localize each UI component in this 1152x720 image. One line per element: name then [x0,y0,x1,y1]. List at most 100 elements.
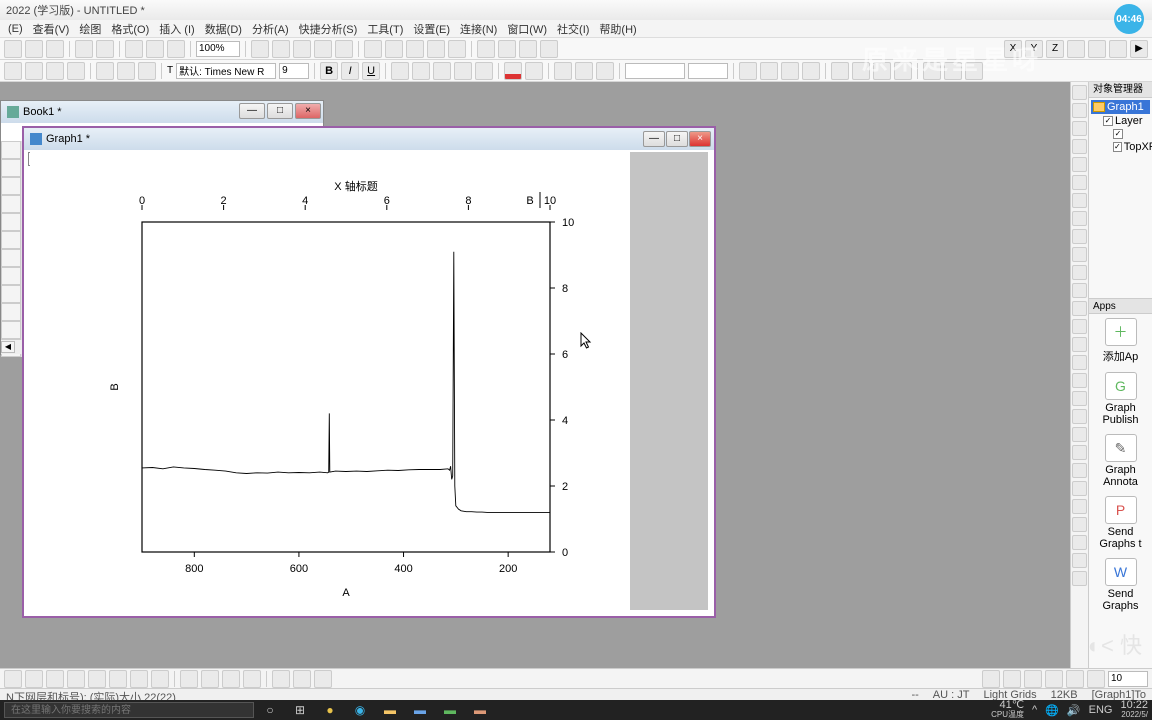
side-tool-22[interactable] [1072,481,1087,496]
side-tool-11[interactable] [1072,283,1087,298]
mask-3-button[interactable] [1024,670,1042,688]
menu-item[interactable]: 帮助(H) [595,21,640,37]
side-tool-12[interactable] [1072,301,1087,316]
new-workbook-button[interactable] [4,62,22,80]
excel-icon[interactable]: ▬ [436,701,464,719]
arrange-button-11[interactable] [965,62,983,80]
import-button[interactable] [75,40,93,58]
undo-button[interactable] [146,40,164,58]
graph-minimize-button[interactable]: — [643,131,665,147]
taskbar-search-input[interactable] [4,702,254,718]
graph-close-button[interactable]: × [689,131,711,147]
side-tool-18[interactable] [1072,409,1087,424]
plot-linesymbol-button[interactable] [46,670,64,688]
book-maximize-button[interactable]: □ [267,103,293,119]
menu-item[interactable]: (E) [4,23,27,35]
side-tool-0[interactable] [1072,85,1087,100]
plot-area-button[interactable] [109,670,127,688]
tree-item[interactable]: Graph1 [1091,100,1150,114]
print-button[interactable] [125,40,143,58]
tray-lang[interactable]: ENG [1089,704,1113,716]
arrange-button-1[interactable] [739,62,757,80]
menu-item[interactable]: 分析(A) [248,21,293,37]
arrange-button-3[interactable] [781,62,799,80]
side-tool-4[interactable] [1072,157,1087,172]
plot-vector-button[interactable] [243,670,261,688]
app-item[interactable]: ＋添加Ap [1103,318,1138,364]
plot-more-button[interactable] [314,670,332,688]
new-matrix-button[interactable] [46,62,64,80]
tool-button-4[interactable] [427,40,445,58]
new-graph-button[interactable] [25,62,43,80]
side-tool-20[interactable] [1072,445,1087,460]
plot-template-button[interactable] [293,670,311,688]
save-button[interactable] [46,40,64,58]
graph-plot-area[interactable]: X 轴标题0246810B0246810800600400200AB [30,152,708,610]
task-view-button[interactable]: ⊞ [286,701,314,719]
mask-2-button[interactable] [1003,670,1021,688]
side-tool-1[interactable] [1072,103,1087,118]
arrange-button-7[interactable] [873,62,891,80]
greek-button[interactable] [433,62,451,80]
app-item[interactable]: WSend Graphs [1091,558,1150,612]
side-tool-7[interactable] [1072,211,1087,226]
new-excel-button[interactable] [67,62,85,80]
app-item[interactable]: PSend Graphs t [1091,496,1150,550]
plot-scatter-button[interactable] [25,670,43,688]
arrange-button-2[interactable] [760,62,778,80]
tool-button-r3[interactable] [1109,40,1127,58]
arrange-button-4[interactable] [802,62,820,80]
tool-button-9[interactable] [540,40,558,58]
side-tool-17[interactable] [1072,391,1087,406]
tray-net-icon[interactable]: 🌐 [1045,704,1059,717]
weather-widget[interactable]: 41℃ CPU温度 [991,701,1024,719]
tool-button-2[interactable] [385,40,403,58]
menu-item[interactable]: 查看(V) [29,21,74,37]
tool-button-r2[interactable] [1088,40,1106,58]
side-tool-8[interactable] [1072,229,1087,244]
superscript-button[interactable] [391,62,409,80]
explorer-icon[interactable]: ▬ [376,701,404,719]
side-tool-15[interactable] [1072,355,1087,370]
mask-6-button[interactable] [1087,670,1105,688]
tray-vol-icon[interactable]: 🔊 [1067,704,1081,717]
open-button[interactable] [25,40,43,58]
side-tool-13[interactable] [1072,319,1087,334]
side-tool-25[interactable] [1072,535,1087,550]
word-icon[interactable]: ▬ [406,701,434,719]
side-tool-2[interactable] [1072,121,1087,136]
tree-item[interactable]: ✓Layer [1091,114,1150,128]
underline-button[interactable]: U [362,62,380,80]
symbol-size-input[interactable] [1108,671,1148,687]
rescale-button[interactable] [293,40,311,58]
menu-item[interactable]: 插入 (I) [155,21,198,37]
arrange-button-10[interactable] [944,62,962,80]
increase-font-button[interactable] [454,62,472,80]
line-width-select[interactable] [688,63,728,79]
scroll-left-arrow[interactable]: ◀ [1,341,15,353]
tool-button-8[interactable] [519,40,537,58]
z-button[interactable]: Z [1046,40,1064,58]
graph-window-titlebar[interactable]: Graph1 * — □ × [24,128,714,150]
copy-button[interactable] [117,62,135,80]
tree-item[interactable]: ✓TopXF [1091,140,1150,154]
font-name-select[interactable] [176,63,276,79]
menu-item[interactable]: 设置(E) [409,21,454,37]
decrease-font-button[interactable] [475,62,493,80]
plot-stat-button[interactable] [180,670,198,688]
side-tool-24[interactable] [1072,517,1087,532]
side-tool-21[interactable] [1072,463,1087,478]
book-window-titlebar[interactable]: Book1 * — □ × [1,101,323,123]
graph-maximize-button[interactable]: □ [666,131,688,147]
chrome-icon[interactable]: ● [316,701,344,719]
menu-item[interactable]: 绘图 [75,21,105,37]
arrange-button-8[interactable] [894,62,912,80]
side-tool-26[interactable] [1072,553,1087,568]
new-project-button[interactable] [4,40,22,58]
tool-button-7[interactable] [498,40,516,58]
project-explorer-tree[interactable]: Graph1✓Layer✓✓TopXF [1089,98,1152,298]
tool-button-3[interactable] [406,40,424,58]
edge-icon[interactable]: ◉ [346,701,374,719]
menu-item[interactable]: 窗口(W) [503,21,551,37]
plot-bar-button[interactable] [88,670,106,688]
